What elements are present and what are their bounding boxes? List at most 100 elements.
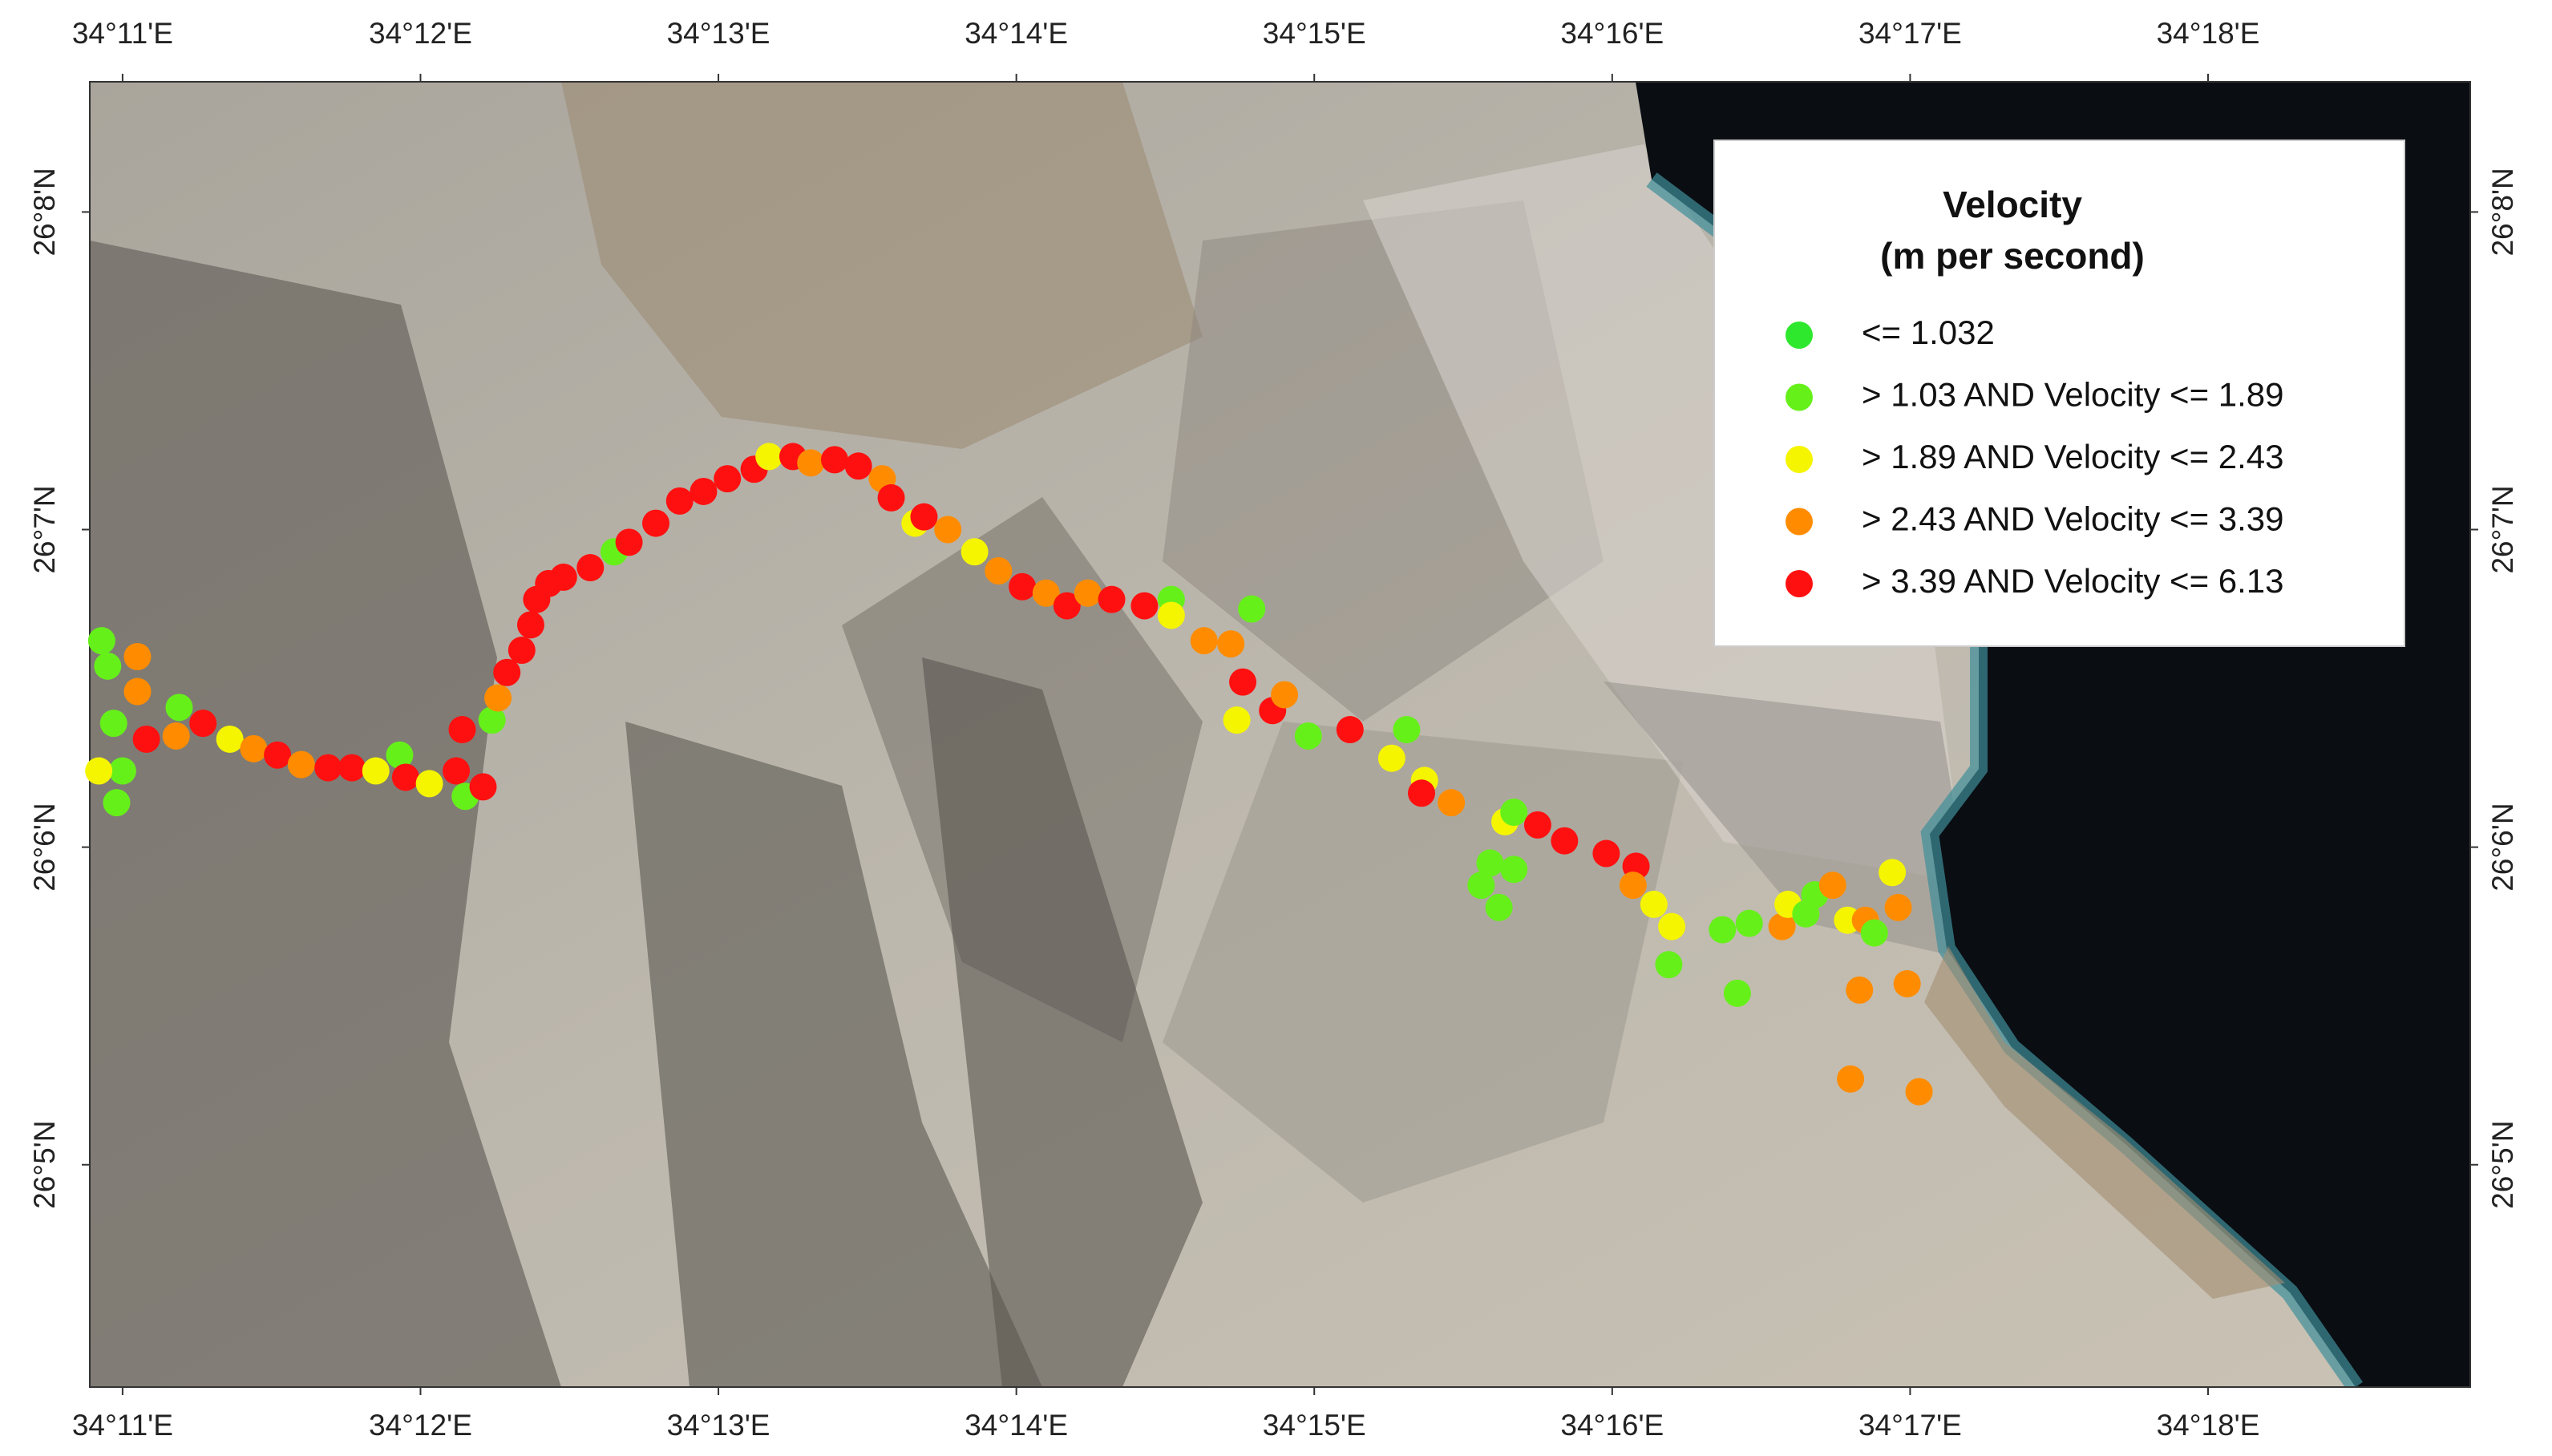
legend-subtitle: (m per second)	[1880, 235, 2145, 277]
velocity-point	[216, 725, 244, 753]
velocity-point	[1294, 722, 1322, 750]
x-tick-label-bottom: 34°14'E	[965, 1409, 1068, 1442]
velocity-point	[386, 741, 414, 769]
velocity-point	[1438, 789, 1466, 817]
velocity-point	[1709, 916, 1737, 944]
x-tick-label-bottom: 34°11'E	[72, 1409, 173, 1442]
velocity-point	[1658, 912, 1686, 940]
velocity-point	[1098, 585, 1126, 613]
graticule-labels: 34°11'E 34°11'E 34°12'E 34°12'E 34°13'E 34°13…	[28, 17, 2519, 1442]
velocity-point	[1074, 579, 1102, 607]
velocity-point	[1846, 976, 1874, 1004]
x-tick-label-bottom: 34°18'E	[2157, 1409, 2260, 1442]
x-tick-label-top: 34°16'E	[1560, 17, 1664, 50]
velocity-point	[103, 789, 131, 817]
velocity-point	[1032, 579, 1060, 607]
velocity-point	[1735, 909, 1763, 937]
velocity-point	[448, 716, 476, 744]
x-tick-label-top: 34°13'E	[667, 17, 770, 50]
x-tick-label-bottom: 34°13'E	[667, 1409, 770, 1442]
velocity-point	[1009, 572, 1037, 601]
legend-marker	[1786, 322, 1813, 349]
y-tick-label-right: 26°5'N	[2486, 1121, 2519, 1209]
velocity-point	[576, 554, 605, 582]
map-frame	[89, 81, 2471, 1388]
velocity-point	[1837, 1065, 1865, 1093]
velocity-point	[1768, 912, 1796, 940]
legend-label: <= 1.032	[1862, 313, 1995, 351]
legend-marker	[1786, 570, 1813, 597]
velocity-point	[1238, 595, 1266, 623]
velocity-point	[1130, 592, 1159, 620]
velocity-point	[797, 449, 825, 477]
velocity-point	[1223, 706, 1251, 734]
legend: Velocity (m per second) <= 1.032 > 1.03 A…	[1713, 140, 2405, 647]
velocity-point	[264, 741, 292, 769]
velocity-point	[1619, 872, 1647, 900]
legend-title: Velocity	[1943, 184, 2082, 225]
velocity-point	[1476, 849, 1504, 877]
velocity-point	[240, 734, 268, 762]
velocity-point	[877, 483, 905, 512]
velocity-point	[1818, 872, 1846, 900]
y-tick-label-left: 26°5'N	[28, 1121, 61, 1209]
velocity-point	[961, 538, 989, 566]
velocity-point	[1053, 592, 1081, 620]
velocity-point	[415, 770, 443, 798]
velocity-point	[934, 516, 962, 544]
y-tick-label-right: 26°7'N	[2486, 485, 2519, 573]
velocity-point	[338, 754, 366, 782]
velocity-point	[516, 611, 544, 639]
velocity-point	[314, 754, 342, 782]
velocity-point	[132, 725, 160, 753]
velocity-point	[1500, 855, 1528, 884]
velocity-point	[123, 642, 152, 670]
velocity-point	[1408, 779, 1436, 807]
legend-marker	[1786, 383, 1813, 411]
velocity-point	[443, 757, 471, 785]
velocity-point	[1190, 627, 1218, 655]
velocity-point	[1523, 811, 1551, 839]
x-tick-label-bottom: 34°15'E	[1263, 1409, 1366, 1442]
velocity-point	[478, 706, 506, 734]
x-tick-label-top: 34°14'E	[965, 17, 1068, 50]
velocity-point	[165, 694, 193, 722]
y-tick-label-right: 26°8'N	[2486, 168, 2519, 256]
velocity-point	[1893, 969, 1921, 997]
velocity-point	[391, 763, 419, 791]
legend-label: > 1.03 AND Velocity <= 1.89	[1862, 376, 2284, 414]
velocity-point	[1271, 681, 1299, 709]
x-tick-label-top: 34°15'E	[1263, 17, 1366, 50]
legend-marker	[1786, 446, 1813, 473]
velocity-point	[1485, 893, 1513, 921]
velocity-point	[1551, 827, 1579, 855]
velocity-point	[85, 757, 113, 785]
velocity-point	[820, 446, 848, 474]
velocity-point	[1860, 919, 1888, 947]
velocity-point	[1377, 744, 1405, 772]
x-tick-label-bottom: 34°16'E	[1560, 1409, 1664, 1442]
legend-label: > 2.43 AND Velocity <= 3.39	[1862, 500, 2284, 538]
legend-marker	[1786, 508, 1813, 536]
x-tick-label-top: 34°18'E	[2157, 17, 2260, 50]
velocity-point	[1217, 630, 1245, 658]
velocity-point	[287, 750, 315, 779]
velocity-point	[1467, 872, 1495, 900]
velocity-point	[493, 658, 521, 686]
x-tick-label-top: 34°12'E	[369, 17, 472, 50]
velocity-point	[87, 627, 115, 655]
velocity-point	[162, 722, 190, 750]
velocity-point	[1884, 893, 1912, 921]
x-tick-label-top: 34°11'E	[72, 17, 173, 50]
velocity-point	[642, 509, 670, 537]
velocity-point	[665, 487, 694, 515]
velocity-point	[1336, 716, 1364, 744]
points-layer	[85, 443, 1933, 1106]
velocity-point	[189, 710, 217, 738]
y-tick-label-left: 26°6'N	[28, 803, 61, 891]
legend-items: <= 1.032 > 1.03 AND Velocity <= 1.89 > 1.8…	[1786, 313, 2284, 600]
legend-box	[1713, 140, 2405, 647]
velocity-point	[469, 773, 497, 801]
